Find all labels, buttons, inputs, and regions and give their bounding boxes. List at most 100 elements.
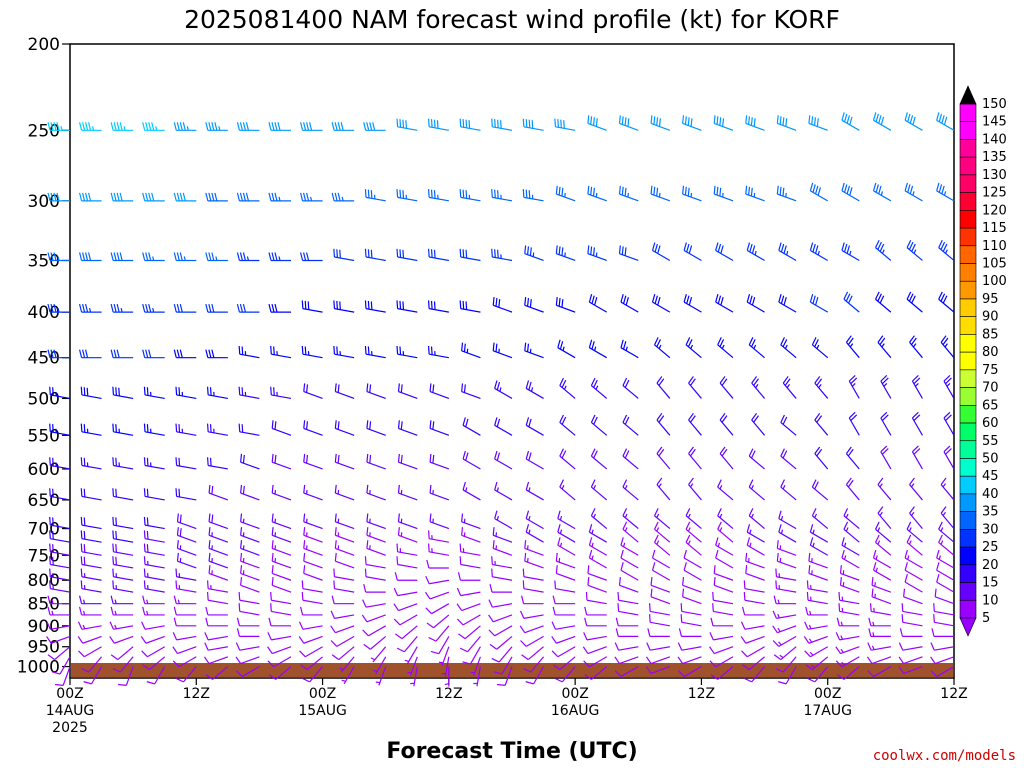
wind-barb (943, 445, 955, 470)
barb-full (942, 243, 948, 252)
barb-full (561, 187, 564, 197)
barb-full (809, 182, 814, 192)
barb-full (303, 484, 306, 494)
barb-full (617, 591, 620, 601)
barb-full (80, 568, 83, 577)
wind-barb (301, 300, 323, 313)
barb-full (303, 383, 306, 392)
wind-barb (397, 527, 418, 543)
barb-staff (777, 625, 797, 634)
barb-full (621, 246, 624, 255)
barb-half (309, 196, 313, 201)
barb-full (806, 591, 809, 601)
barb-full (687, 187, 690, 197)
barb-full (396, 345, 399, 355)
wind-barb (271, 527, 292, 543)
wind-barb (396, 248, 418, 262)
x-tick-label: 16AUG (551, 703, 600, 719)
barb-full (459, 300, 462, 309)
barb-full (904, 182, 908, 192)
barb-full (523, 667, 531, 673)
barb-staff (271, 635, 292, 641)
barb-full (880, 445, 888, 453)
wind-barb (682, 115, 702, 131)
barb-full (587, 245, 590, 254)
barb-full (400, 454, 403, 464)
barb-full (751, 376, 758, 384)
barb-staff (461, 521, 481, 530)
barb-staff (272, 492, 292, 501)
barb-staff (365, 563, 386, 569)
wind-barb (364, 300, 386, 313)
barb-full (559, 377, 564, 386)
wind-barb (205, 666, 229, 680)
wind-barb (814, 376, 829, 399)
wind-barb (743, 580, 765, 593)
wind-barb (112, 457, 134, 470)
barb-staff (429, 579, 449, 585)
wind-barb (172, 656, 197, 668)
barb-staff (81, 464, 102, 470)
barb-full (622, 521, 628, 530)
barb-full (333, 300, 336, 309)
wind-barb (494, 417, 513, 436)
wind-barb (143, 530, 165, 543)
barb-full (909, 185, 914, 195)
wind-barb (175, 488, 197, 501)
barb-full (877, 506, 884, 514)
barb-full (115, 530, 117, 540)
barb-staff (902, 621, 923, 627)
wind-barb (682, 588, 702, 605)
barb-full (238, 345, 241, 355)
barb-full (427, 530, 430, 539)
barb-full (462, 450, 466, 460)
barb-full (713, 115, 716, 124)
wind-barb (176, 527, 197, 543)
barb-staff (493, 534, 513, 543)
barb-staff (145, 635, 165, 644)
wind-barb (940, 477, 955, 501)
barb-staff (461, 350, 481, 359)
barb-staff (338, 646, 355, 661)
wind-barb (396, 300, 418, 313)
barb-full (430, 119, 433, 128)
barb-full (749, 295, 753, 304)
barb-full (656, 187, 659, 197)
barb-staff (460, 551, 481, 556)
barb-full (592, 247, 596, 256)
barb-staff (334, 576, 355, 581)
barb-staff (524, 350, 544, 359)
barb-staff (652, 557, 671, 569)
barb-staff (807, 588, 828, 593)
barb-full (778, 242, 782, 251)
barb-full (53, 303, 57, 313)
wind-barb (680, 603, 702, 616)
barb-staff (398, 534, 418, 543)
wind-barb (590, 377, 608, 399)
wind-barb (848, 411, 860, 436)
wind-barb (520, 595, 544, 605)
wind-barb (656, 477, 671, 501)
barb-staff (812, 656, 829, 671)
barb-half (591, 529, 594, 534)
barb-full (211, 485, 214, 495)
barb-full (911, 295, 916, 304)
barb-full (938, 534, 943, 543)
barb-full (298, 621, 304, 630)
barb-staff (429, 196, 449, 202)
barb-full (334, 383, 337, 392)
wind-barb (582, 646, 607, 655)
barb-full (590, 186, 593, 196)
barb-full (494, 119, 496, 128)
barb-staff (335, 427, 355, 436)
barb-full (205, 122, 209, 131)
wind-barb (688, 477, 702, 501)
wind-barb (143, 543, 165, 556)
barb-full (211, 514, 214, 523)
barb-full (430, 650, 440, 655)
barb-staff (650, 596, 671, 605)
wind-barb (396, 543, 418, 556)
y-tick-label: 250 (28, 121, 60, 141)
barb-staff (239, 646, 260, 651)
barb-staff (622, 455, 639, 470)
